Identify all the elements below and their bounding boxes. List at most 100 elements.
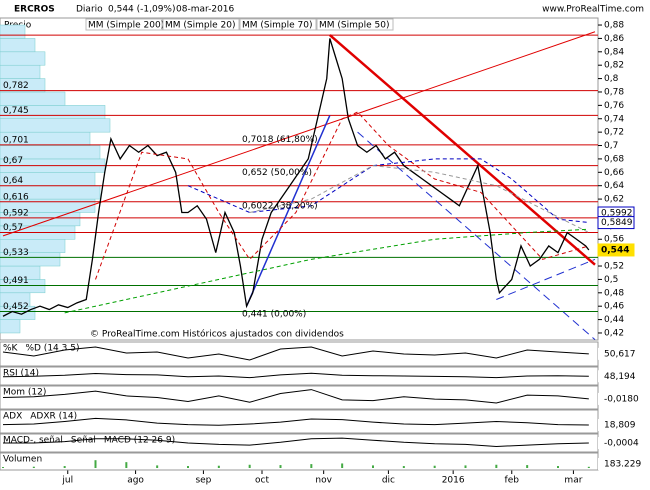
- level-label: 0,57: [3, 223, 23, 233]
- y-tick-label: 0,48: [604, 288, 624, 298]
- fib-label: 0,441 (0,00%): [242, 309, 306, 319]
- price-line: [2, 38, 590, 317]
- x-tick-label: feb: [505, 476, 520, 486]
- y-tick-label: 0,88: [604, 21, 624, 31]
- level-label: 0,67: [3, 156, 23, 166]
- y-tick-label: 0,66: [604, 168, 624, 178]
- volume-profile-bar: [0, 51, 46, 66]
- indicator-title: RSI (14): [3, 369, 39, 379]
- volume-bar: [526, 465, 529, 468]
- trend-line: [496, 258, 596, 300]
- y-tick-label: 0,62: [604, 195, 624, 205]
- y-tick-label: 0,42: [604, 328, 624, 338]
- y-tick-label: 0,76: [604, 101, 624, 111]
- volume-bar: [279, 465, 282, 468]
- date: 08-mar-2016: [176, 5, 235, 15]
- volume-bar: [63, 466, 66, 468]
- indicator-panel: [0, 452, 599, 471]
- price-label: 0,544: [601, 245, 629, 255]
- trend-line: [245, 115, 331, 307]
- legend-box: [162, 18, 240, 31]
- indicator-line: [2, 346, 589, 361]
- indicator-title: ADXR (14): [30, 412, 77, 422]
- level-label: 0,745: [3, 106, 29, 116]
- indicator-title: Volumen: [3, 455, 42, 465]
- indicator-value: 18,809: [604, 421, 636, 431]
- legend-box: [239, 18, 317, 31]
- y-tick-label: 0,44: [604, 315, 624, 325]
- indicator-title: ADX: [3, 412, 22, 422]
- level-label: 0,701: [3, 135, 29, 145]
- volume-profile-bar: [0, 24, 26, 39]
- volume-bar: [464, 465, 467, 468]
- legend-box: [85, 18, 163, 31]
- indicator-value-box: [598, 419, 642, 432]
- x-tick-label: mar: [564, 476, 582, 486]
- volume-profile-bar: [0, 118, 111, 133]
- level-label: 0,782: [3, 81, 29, 91]
- indicator-line: [3, 437, 589, 448]
- legend-entry: MM (Simple 70): [242, 21, 312, 31]
- y-tick-label: 0,64: [604, 181, 624, 191]
- indicator-value-box: [598, 347, 642, 360]
- indicator-value: -0,0180: [604, 394, 639, 404]
- volume-bar: [587, 466, 590, 468]
- level-label: 0,592: [3, 208, 29, 218]
- volume-bar: [32, 466, 35, 468]
- y-tick-label: 0,8: [604, 74, 619, 84]
- moving-average: [95, 111, 589, 280]
- y-tick-label: 0,68: [604, 154, 624, 164]
- indicator-value-box: [598, 370, 642, 383]
- indicator-value: 48,194: [604, 372, 636, 382]
- level-label: 0,533: [3, 248, 29, 258]
- indicator-title: %D (14 3 5): [25, 344, 79, 354]
- volume-bar: [402, 466, 405, 468]
- moving-average: [187, 158, 589, 224]
- period: Diario: [76, 5, 103, 15]
- volume-profile-bar: [0, 91, 66, 106]
- y-tick-label: 0,56: [604, 235, 624, 245]
- y-tick-label: 0,52: [604, 262, 624, 272]
- volume-bar: [495, 464, 498, 468]
- level-label: 0,64: [3, 176, 23, 186]
- indicator-title: MACD-, señal: [3, 436, 63, 446]
- y-tick-label: 0,7: [604, 141, 618, 151]
- indicator-title: %K: [3, 344, 19, 354]
- indicator-value-box: [598, 392, 642, 405]
- price-label-box: [597, 216, 635, 230]
- indicator-panel: [0, 385, 599, 410]
- volume-bar: [217, 465, 220, 468]
- x-tick-label: jul: [61, 476, 73, 486]
- volume-bar: [94, 460, 97, 468]
- level-label: 0,616: [3, 192, 29, 202]
- y-tick-label: 0,46: [604, 302, 624, 312]
- fib-label: 0,6022 (38,20%): [242, 201, 318, 211]
- y-tick-label: 0,84: [604, 47, 624, 57]
- plot: 0,782 0,745 0,701 0,67 0,64 0,616 0,592 0,57 0,5…: [0, 24, 598, 340]
- indicator-title: Mom (12): [3, 388, 46, 398]
- volume-profile-bar: [0, 38, 36, 53]
- volume-bar: [433, 465, 436, 468]
- indicator-value: 50,617: [604, 349, 636, 359]
- y-tick-label: 0,82: [604, 61, 624, 71]
- legend-entry: MM (Simple 50): [319, 21, 389, 31]
- legend-entry: MM (Simple 200): [88, 21, 164, 31]
- volume-bar: [248, 464, 251, 468]
- legend-entry: MM (Simple 20): [165, 21, 235, 31]
- legend-box: [316, 18, 394, 31]
- watermark: © ProRealTime.com Históricos ajustados c…: [90, 329, 344, 340]
- y-tick-label: 0,74: [604, 114, 624, 124]
- indicator-line: [2, 372, 589, 379]
- y-tick-label: 0,5: [604, 275, 618, 285]
- indicator-value: 183.229: [604, 460, 641, 470]
- volume-profile-bar: [0, 319, 21, 334]
- volume-bar: [156, 465, 159, 468]
- indicator-line: [2, 417, 589, 426]
- volume-bar: [341, 463, 344, 468]
- price-label: 0,5849: [601, 218, 633, 228]
- x-tick-label: nov: [315, 476, 332, 486]
- indicator-title: MACD (12 26 9): [104, 436, 175, 446]
- trend-line: [2, 31, 596, 237]
- trend-line: [357, 131, 596, 340]
- x-tick-label: dic: [382, 476, 395, 486]
